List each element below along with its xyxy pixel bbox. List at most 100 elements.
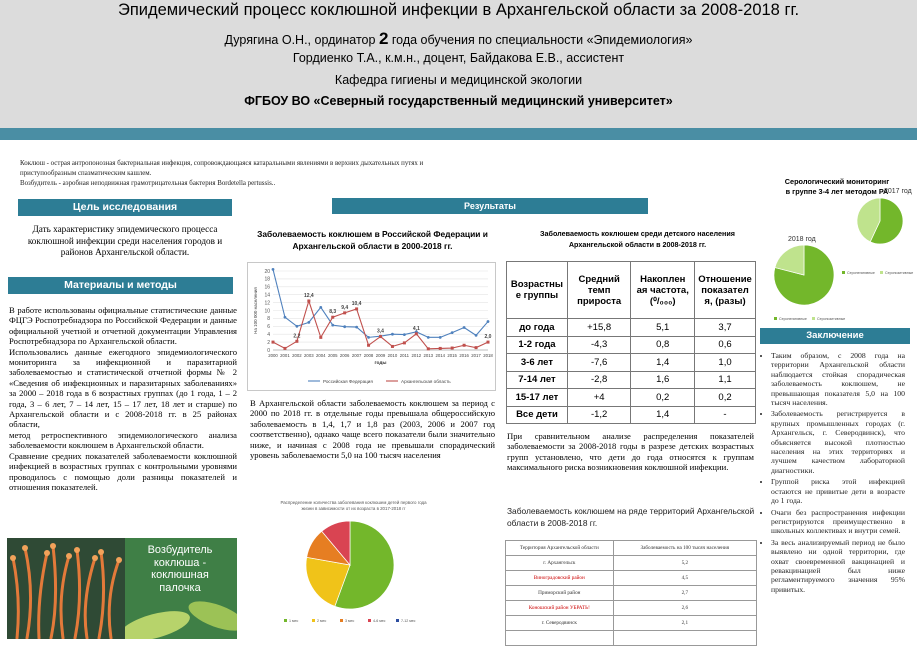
serology-legend-2018: Серонегативные Серопозитивные	[772, 311, 850, 321]
age-table-cell: 1,4	[630, 353, 696, 372]
x-tick-label: 2012	[412, 353, 422, 358]
conclusion-item: Таким образом, с 2008 года на территории…	[771, 351, 905, 407]
incidence-line-chart: 0 2 4 6 8 10 12 14 16 18 20 2000 2001 2002 2003 2004 200…	[247, 262, 496, 391]
territory-table-cell: 4,5	[612, 570, 758, 586]
data-point	[390, 344, 394, 348]
legend-label: 2 мес	[317, 619, 326, 623]
legend-swatch	[368, 619, 371, 622]
y-tick-label: 10	[264, 308, 270, 314]
age-table-cell: 1,6	[630, 370, 696, 389]
x-tick-label: 2017	[471, 353, 481, 358]
data-point	[462, 326, 466, 329]
x-tick-label: 2000	[268, 353, 278, 358]
age-table-cell: до года	[506, 318, 568, 337]
data-point	[307, 320, 311, 324]
data-point	[319, 335, 323, 339]
data-label: 2,2	[293, 333, 300, 339]
age-header-growth: Средний темп прироста	[566, 261, 632, 319]
legend-label: Серопозитивные	[885, 271, 913, 275]
serology-pie-2017-svg	[856, 197, 904, 245]
age-table-cell: 15-17 лет	[506, 388, 568, 407]
age-table-cell: 1,1	[694, 370, 756, 389]
x-tick-label: 2018	[483, 353, 493, 358]
data-point	[271, 268, 275, 271]
y-tick-label: 18	[264, 277, 270, 283]
age-table-row: 15-17 лет +4 0,2 0,2	[506, 388, 756, 407]
x-tick-label: 2007	[352, 353, 362, 358]
data-point	[307, 299, 311, 303]
x-tick-label: 2010	[388, 353, 398, 358]
age-table-cell: 7-14 лет	[506, 370, 568, 389]
y-tick-label: 8	[267, 316, 270, 322]
age-table-row: 7-14 лет -2,8 1,6 1,1	[506, 370, 756, 389]
data-point	[367, 343, 371, 347]
age-table-cell: 0,2	[694, 388, 756, 407]
territory-title: Заболеваемость коклюшем на ряде территор…	[507, 506, 755, 528]
x-tick-label: 2016	[459, 353, 469, 358]
bacteria-image: Возбудитель коклюша - коклюшная палочка	[7, 538, 237, 639]
age-table-row: до года +15,8 5,1 3,7	[506, 318, 756, 337]
y-axis-label: На 100 000 населения	[253, 287, 258, 334]
age-table-cell: +4	[566, 388, 632, 407]
age-table-cell: 0,8	[630, 335, 696, 354]
chart1-text: В Архангельской области заболеваемость к…	[250, 398, 495, 461]
age-table-cell: 1,4	[630, 405, 696, 424]
x-tick-label: 2008	[364, 353, 374, 358]
y-tick-label: 14	[264, 293, 270, 299]
age-table-cell: 1-2 года	[506, 335, 568, 354]
x-tick-label: 2011	[400, 353, 410, 358]
legend-label: Серонегативные	[779, 317, 807, 321]
data-point	[450, 331, 454, 335]
age-table-cell: 0,6	[694, 335, 756, 354]
serology-title: Серологический мониторинг в группе 3-4 л…	[784, 177, 890, 196]
data-point	[426, 335, 430, 339]
y-tick-label: 0	[267, 348, 270, 354]
data-point	[391, 332, 394, 336]
legend-label: Серопозитивные	[817, 317, 845, 321]
legend-label: 1 мес	[289, 619, 298, 623]
legend-swatch	[880, 271, 883, 274]
infant-age-pie: 1 мес 2 мес 3 мес 4-6 мес 7-12 мес	[278, 508, 428, 632]
legend-label: 4-6 мес	[373, 619, 386, 623]
university: ФГБОУ ВО «Северный государственный медиц…	[244, 94, 673, 108]
conclusion-item: Заболеваемость регистрируется в крупных …	[771, 409, 905, 475]
aim-heading: Цель исследования	[18, 199, 232, 216]
intro-text: Коклюш - острая антропонозная бактериаль…	[20, 160, 424, 187]
age-table-cell: 0,2	[630, 388, 696, 407]
legend-swatch	[812, 317, 815, 320]
data-point	[379, 335, 382, 339]
age-table-cell: 5,1	[630, 318, 696, 337]
data-point	[343, 311, 347, 315]
data-point	[331, 323, 335, 327]
y-tick-label: 20	[264, 269, 270, 275]
results-heading: Результаты	[332, 198, 648, 214]
y-tick-label: 4	[267, 332, 270, 338]
bacteria-illustration	[7, 538, 127, 639]
territory-table-row: г. Северодвинск 2,1	[505, 615, 758, 631]
legend-swatch	[396, 619, 399, 622]
age-table-cell: Все дети	[506, 405, 568, 424]
territory-table-cell: Виноградовский район	[505, 570, 614, 586]
data-point	[486, 340, 490, 344]
x-axis-label: годы	[375, 361, 387, 366]
x-tick-label: 2009	[376, 353, 386, 358]
territory-table-row: Виноградовский район 4,5	[505, 570, 758, 586]
territory-header-value: Заболеваемость на 100 тысяч населения	[612, 540, 758, 556]
data-point	[438, 346, 442, 350]
data-point	[426, 347, 430, 351]
y-tick-label: 16	[264, 285, 270, 291]
pie-slice	[305, 556, 351, 607]
infant-age-pie-svg: 1 мес 2 мес 3 мес 4-6 мес 7-12 мес	[284, 520, 416, 623]
x-tick-label: 2004	[316, 353, 326, 358]
y-tick-label: 12	[264, 300, 270, 306]
legend-swatch	[284, 619, 287, 622]
age-table-cell: -1,2	[566, 405, 632, 424]
legend-swatch	[842, 271, 845, 274]
data-label: 12,4	[304, 293, 314, 299]
serology-year-2018: 2018 год	[788, 236, 816, 243]
table-title: Заболеваемость коклюшем среди детского н…	[540, 229, 735, 249]
pie-slice	[321, 520, 351, 566]
age-header-group: Возрастны е группы	[506, 261, 568, 319]
methods-text: В работе использованы официальные статис…	[9, 305, 237, 492]
